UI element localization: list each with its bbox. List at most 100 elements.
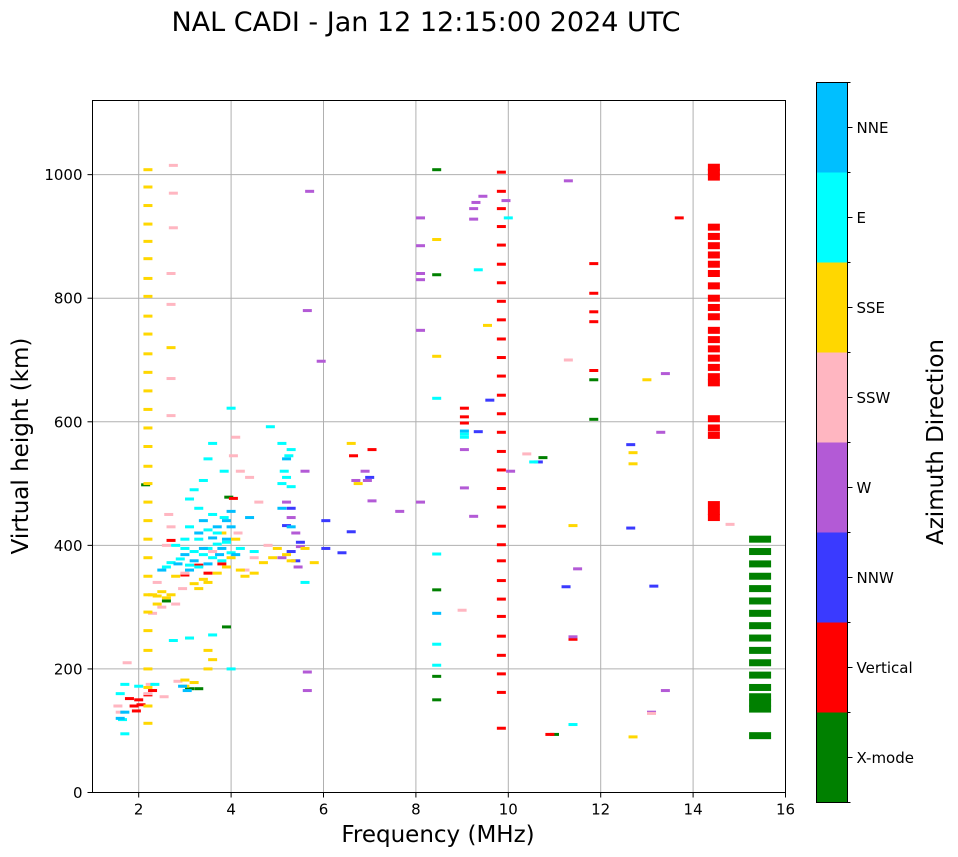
data-point-w bbox=[367, 499, 377, 503]
data-point-sse bbox=[143, 185, 153, 189]
data-point-ssw bbox=[245, 475, 255, 479]
data-point-vertical bbox=[707, 232, 720, 240]
data-point-w bbox=[416, 272, 426, 275]
data-point-e bbox=[166, 561, 176, 565]
data-point-sse bbox=[143, 314, 153, 318]
x-tick-label: 14 bbox=[684, 801, 703, 819]
data-point-sse bbox=[143, 704, 153, 708]
data-point-sse bbox=[152, 594, 162, 598]
data-point-e bbox=[194, 506, 204, 510]
data-point-ssw bbox=[166, 302, 176, 306]
data-point-e bbox=[208, 633, 218, 637]
data-point-sse bbox=[226, 556, 236, 560]
data-point-vertical bbox=[496, 597, 506, 601]
data-point-vertical bbox=[496, 374, 506, 378]
data-point-w bbox=[291, 531, 301, 535]
data-point-w bbox=[416, 278, 426, 282]
y-tick-label: 800 bbox=[54, 290, 83, 308]
data-point-e bbox=[171, 543, 181, 547]
data-point-sse bbox=[143, 168, 153, 172]
data-point-sse bbox=[235, 568, 245, 572]
data-point-nne bbox=[182, 689, 192, 693]
data-point-sse bbox=[143, 276, 153, 280]
data-point-e bbox=[265, 425, 275, 429]
data-point-e bbox=[226, 406, 236, 410]
data-point-e bbox=[180, 537, 190, 541]
data-point-ssw bbox=[148, 611, 158, 615]
data-point-nnw bbox=[321, 546, 331, 550]
data-point-vertical bbox=[496, 337, 506, 341]
colorbar-tick-label: NNW bbox=[857, 569, 894, 587]
data-point-e bbox=[185, 563, 195, 567]
data-point-vertical bbox=[496, 170, 506, 174]
data-point-e bbox=[459, 435, 469, 439]
data-point-sse bbox=[432, 354, 442, 358]
data-point-ssw bbox=[231, 435, 241, 439]
colorbar-tick-label: E bbox=[857, 209, 866, 227]
data-point-w bbox=[416, 328, 426, 332]
data-point-ssw bbox=[233, 531, 243, 535]
x-axis-ticks: 2 4 6 8 10 12 14 16 bbox=[134, 792, 795, 819]
colorbar-tick-label: SSW bbox=[857, 389, 891, 407]
data-point-vertical bbox=[707, 336, 720, 344]
data-point-x-mode bbox=[589, 417, 599, 421]
data-point-e bbox=[180, 546, 190, 550]
data-point-nne bbox=[198, 519, 208, 523]
data-point-x-mode bbox=[589, 378, 599, 382]
data-point-vertical bbox=[217, 562, 227, 566]
data-point-e bbox=[189, 550, 199, 554]
data-point-x-mode bbox=[185, 687, 195, 691]
data-point-w bbox=[469, 217, 479, 221]
data-point-e bbox=[212, 542, 222, 546]
data-point-sse bbox=[282, 553, 292, 557]
data-point-sse bbox=[194, 587, 204, 591]
y-tick-label: 0 bbox=[73, 784, 83, 802]
data-point-nnw bbox=[365, 475, 375, 479]
data-point-nnw bbox=[295, 540, 305, 544]
data-point-vertical bbox=[707, 303, 720, 311]
data-point-nne bbox=[432, 611, 442, 615]
data-point-vertical bbox=[707, 313, 720, 321]
data-point-e bbox=[115, 692, 125, 696]
data-point-ssw bbox=[457, 608, 467, 612]
data-point-e bbox=[219, 469, 229, 473]
data-point-sse bbox=[161, 596, 171, 600]
data-point-vertical bbox=[707, 223, 720, 231]
data-point-sse bbox=[221, 565, 231, 569]
data-point-e bbox=[282, 475, 292, 479]
data-point-nne bbox=[173, 562, 183, 566]
data-point-w bbox=[302, 309, 312, 313]
data-point-sse bbox=[189, 582, 199, 586]
data-point-x-mode bbox=[749, 732, 772, 740]
data-point-vertical bbox=[707, 168, 720, 176]
data-point-e bbox=[286, 448, 296, 452]
data-point-vertical bbox=[707, 270, 720, 277]
data-point-vertical bbox=[166, 538, 176, 542]
data-point-sse bbox=[143, 352, 153, 356]
data-point-ssw bbox=[168, 163, 178, 167]
data-point-vertical bbox=[496, 449, 506, 453]
data-point-sse bbox=[143, 482, 153, 486]
data-point-e bbox=[284, 454, 294, 458]
data-point-sse bbox=[189, 681, 199, 685]
data-point-nnw bbox=[473, 430, 483, 434]
data-point-sse bbox=[143, 389, 153, 393]
data-point-x-mode bbox=[221, 625, 231, 629]
data-point-w bbox=[300, 469, 310, 473]
data-point-vertical bbox=[496, 579, 506, 583]
data-point-nne bbox=[217, 546, 227, 550]
data-point-sse bbox=[157, 590, 167, 594]
data-point-x-mode bbox=[538, 456, 548, 460]
data-point-nne bbox=[231, 553, 241, 557]
colorbar: X-mode Vertical NNW W SSW SSE E NNE bbox=[816, 82, 914, 803]
data-point-vertical bbox=[459, 406, 469, 410]
data-point-w bbox=[459, 448, 469, 452]
colorbar-tick-label: W bbox=[857, 479, 872, 497]
data-point-ssw bbox=[122, 661, 132, 665]
data-point-ssw bbox=[168, 226, 178, 230]
data-point-sse bbox=[143, 445, 153, 448]
data-point-vertical bbox=[349, 454, 359, 458]
data-point-w bbox=[660, 689, 670, 693]
data-point-nne bbox=[120, 710, 130, 714]
data-point-w bbox=[351, 478, 361, 482]
